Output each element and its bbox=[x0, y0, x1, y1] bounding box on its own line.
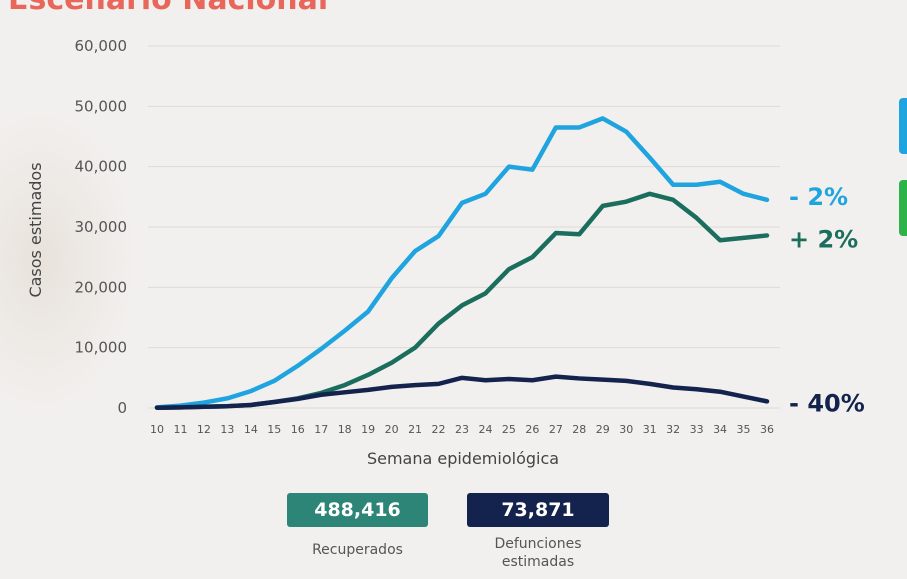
x-tick-label: 29 bbox=[596, 423, 610, 436]
x-tick-label: 36 bbox=[760, 423, 774, 436]
x-axis-ticks: 10 11 12 13 14 15 16 17 18 19 20 21 22 23 24 25 26 27 28 29… bbox=[150, 423, 774, 436]
legend-chip-blue bbox=[899, 98, 907, 154]
y-tick-label: 30,000 bbox=[75, 218, 128, 236]
series-group bbox=[154, 116, 770, 410]
x-tick-label: 14 bbox=[244, 423, 258, 436]
x-tick-label: 19 bbox=[361, 423, 375, 436]
legend-chip-green bbox=[899, 180, 907, 236]
end-labels: - 2% + 2% - 40% bbox=[789, 183, 865, 418]
x-axis-label: Semana epidemiológica bbox=[367, 449, 559, 468]
grid-lines bbox=[148, 45, 780, 409]
series-end-label-1: - 2% bbox=[789, 183, 848, 211]
deaths-count: 73,871 bbox=[501, 499, 575, 521]
y-tick-label: 20,000 bbox=[75, 278, 128, 296]
y-tick-label: 0 bbox=[117, 399, 127, 417]
x-tick-label: 11 bbox=[173, 423, 187, 436]
x-tick-label: 20 bbox=[385, 423, 399, 436]
x-tick-label: 23 bbox=[455, 423, 469, 436]
x-tick-label: 35 bbox=[737, 423, 751, 436]
x-tick-label: 27 bbox=[549, 423, 563, 436]
x-tick-label: 17 bbox=[314, 423, 328, 436]
y-axis-ticks: 0 10,000 20,000 30,000 40,000 50,000 60,000 bbox=[75, 37, 128, 417]
recovered-count: 488,416 bbox=[314, 499, 401, 521]
x-tick-label: 21 bbox=[408, 423, 422, 436]
x-tick-label: 15 bbox=[267, 423, 281, 436]
background-pattern bbox=[0, 0, 210, 579]
deaths-caption-line-1: Defunciones bbox=[494, 536, 582, 552]
series-line-3 bbox=[154, 374, 770, 410]
x-tick-label: 28 bbox=[572, 423, 586, 436]
y-tick-label: 50,000 bbox=[75, 97, 128, 115]
y-tick-label: 60,000 bbox=[75, 37, 128, 55]
x-tick-label: 33 bbox=[690, 423, 704, 436]
recovered-caption: Recuperados bbox=[312, 542, 403, 558]
series-end-label-3: - 40% bbox=[789, 389, 865, 417]
x-tick-label: 32 bbox=[666, 423, 680, 436]
series-end-label-2: + 2% bbox=[789, 225, 858, 253]
series-line-1 bbox=[154, 116, 770, 410]
y-tick-label: 40,000 bbox=[75, 158, 128, 176]
x-tick-label: 13 bbox=[220, 423, 234, 436]
x-tick-label: 10 bbox=[150, 423, 164, 436]
x-tick-label: 26 bbox=[525, 423, 539, 436]
x-tick-label: 18 bbox=[338, 423, 352, 436]
x-tick-label: 34 bbox=[713, 423, 727, 436]
x-tick-label: 31 bbox=[643, 423, 657, 436]
deaths-caption: Defunciones estimadas bbox=[467, 535, 609, 571]
deaths-count-badge: 73,871 bbox=[467, 493, 609, 527]
x-tick-label: 16 bbox=[291, 423, 305, 436]
x-tick-label: 25 bbox=[502, 423, 516, 436]
recovered-count-badge: 488,416 bbox=[287, 493, 428, 527]
x-tick-label: 12 bbox=[197, 423, 211, 436]
x-tick-label: 24 bbox=[478, 423, 492, 436]
x-tick-label: 22 bbox=[432, 423, 446, 436]
x-tick-label: 30 bbox=[619, 423, 633, 436]
y-tick-label: 10,000 bbox=[75, 339, 128, 357]
page-title: Escenario Nacional bbox=[8, 0, 328, 17]
y-axis-label: Casos estimados bbox=[26, 162, 45, 297]
deaths-caption-line-2: estimadas bbox=[501, 554, 575, 570]
